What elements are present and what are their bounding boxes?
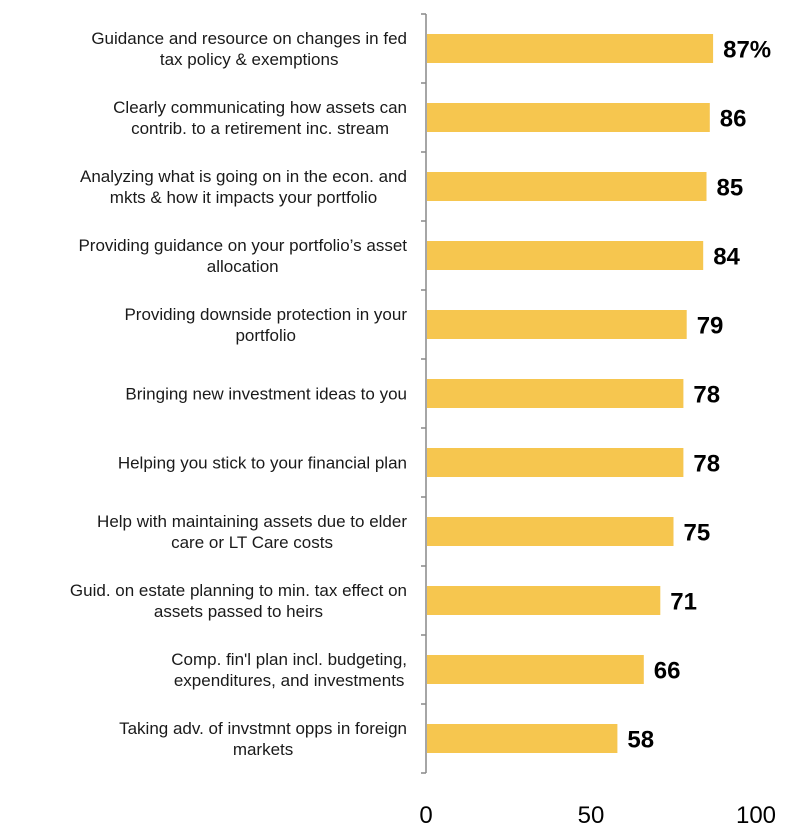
category-label-line: Helping you stick to your financial plan xyxy=(118,454,407,473)
category-label: Help with maintaining assets due to elde… xyxy=(97,512,407,552)
category-label-line: Providing guidance on your portfolio’s a… xyxy=(78,236,407,255)
value-label: 86 xyxy=(720,106,747,133)
value-label: 75 xyxy=(684,520,711,547)
category-label-line: contrib. to a retirement inc. stream xyxy=(131,119,389,138)
category-label-line: Taking adv. of invstmnt opps in foreign xyxy=(119,719,407,738)
category-label: Guidance and resource on changes in fed t… xyxy=(91,29,407,69)
bar xyxy=(427,724,618,753)
category-label: Bringing new investment ideas to you xyxy=(125,385,407,404)
category-label-line: Analyzing what is going on in the econ. … xyxy=(80,167,407,186)
value-label: 84 xyxy=(713,244,740,271)
value-label: 66 xyxy=(654,658,681,685)
category-label-line: Comp. fin'l plan incl. budgeting, xyxy=(171,650,407,669)
value-label: 58 xyxy=(627,727,654,754)
value-label: 87% xyxy=(723,37,771,64)
value-label: 78 xyxy=(693,382,720,409)
x-tick-label: 50 xyxy=(578,802,605,829)
bar xyxy=(427,517,674,546)
category-label-line: mkts & how it impacts your portfolio xyxy=(110,188,377,207)
category-label: Comp. fin'l plan incl. budgeting, expendi… xyxy=(171,650,407,690)
bar xyxy=(427,241,704,270)
category-label: Providing guidance on your portfolio’s a… xyxy=(78,236,407,276)
category-label-line: Help with maintaining assets due to elde… xyxy=(97,512,407,531)
category-label-line: Clearly communicating how assets can xyxy=(113,98,407,117)
category-label-line: Providing downside protection in your xyxy=(124,305,407,324)
category-label-line: markets xyxy=(233,740,293,759)
category-label: Helping you stick to your financial plan xyxy=(118,454,407,473)
category-label-line: Bringing new investment ideas to you xyxy=(125,385,407,404)
category-label-line: allocation xyxy=(207,257,279,276)
x-tick-label: 100 xyxy=(736,802,776,829)
category-label-line: assets passed to heirs xyxy=(154,602,323,621)
axis-layer xyxy=(421,13,427,774)
category-label: Guid. on estate planning to min. tax eff… xyxy=(70,581,407,621)
category-label: Analyzing what is going on in the econ. … xyxy=(80,167,407,207)
category-label: Taking adv. of invstmnt opps in foreign m… xyxy=(119,719,407,759)
bar xyxy=(427,586,661,615)
x-tick-label: 0 xyxy=(419,802,432,829)
value-label: 79 xyxy=(697,313,724,340)
bar xyxy=(427,655,644,684)
bar xyxy=(427,172,707,201)
category-label: Providing downside protection in your por… xyxy=(124,305,407,345)
bar xyxy=(427,310,687,339)
value-label: 71 xyxy=(670,589,697,616)
category-label-line: care or LT Care costs xyxy=(171,533,333,552)
category-label-line: Guidance and resource on changes in fed xyxy=(91,29,407,48)
bar xyxy=(427,103,710,132)
bar xyxy=(427,448,684,477)
labels-layer: 87% Guidance and resource on changes in f… xyxy=(70,29,776,829)
category-label-line: portfolio xyxy=(235,326,295,345)
category-label-line: expenditures, and investments xyxy=(174,671,405,690)
bar xyxy=(427,379,684,408)
bar xyxy=(427,34,714,63)
value-label: 85 xyxy=(717,175,744,202)
category-label: Clearly communicating how assets can cont… xyxy=(113,98,407,138)
bars-layer xyxy=(427,34,714,753)
category-label-line: tax policy & exemptions xyxy=(160,50,339,69)
value-label: 78 xyxy=(693,451,720,478)
category-label-line: Guid. on estate planning to min. tax eff… xyxy=(70,581,407,600)
